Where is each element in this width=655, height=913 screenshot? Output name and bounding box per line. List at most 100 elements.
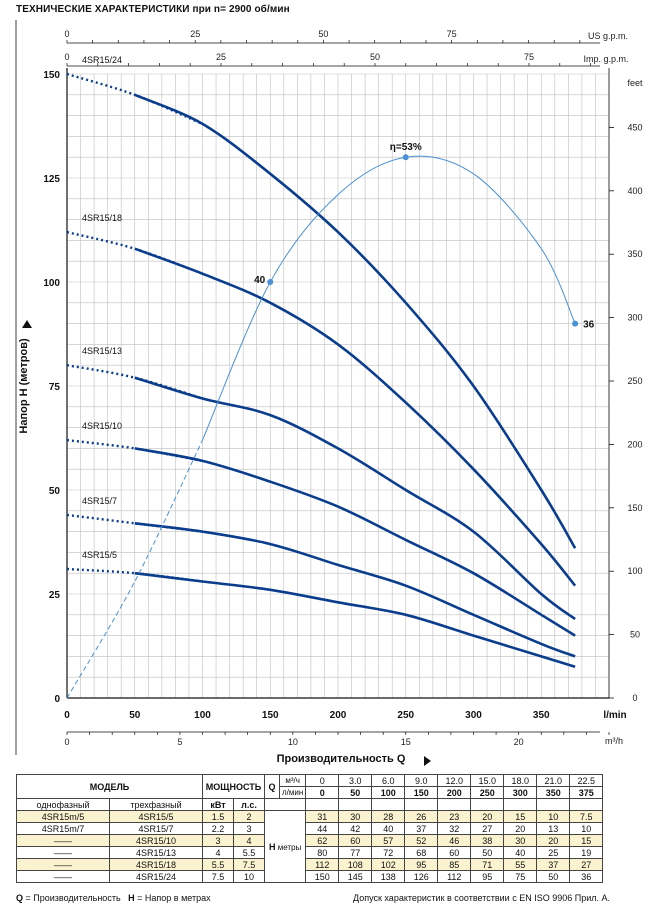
h-label: H xyxy=(269,841,276,852)
top-imp-tick-label: 0 xyxy=(64,52,69,62)
table-subheader-row: однофазный трехфазный кВт л.с. xyxy=(16,798,604,811)
series-layer xyxy=(66,72,577,669)
head-value-cell: 10 xyxy=(536,810,571,823)
right-axis-tick-label: 200 xyxy=(627,439,642,449)
flow-lmin-cell: 350 xyxy=(536,786,571,799)
head-value-cell: 55 xyxy=(503,858,538,871)
head-value-cell: 126 xyxy=(404,870,439,883)
blank-cell xyxy=(404,798,439,811)
power-kw: 1.5 xyxy=(202,810,234,823)
table-row: 4SR15m/5 4SR15/5 1.5 2 H метры 31 30 28 26 23 20 15… xyxy=(16,810,604,883)
flow-lmin-cell: 0 xyxy=(305,786,340,799)
three-phase-model: 4SR15/10 xyxy=(109,834,203,847)
head-value-cell: 19 xyxy=(569,846,604,859)
head-value-cell: 75 xyxy=(503,870,538,883)
head-value-cell: 68 xyxy=(404,846,439,859)
table-lmin-row: л/мин 0 50 100 150 200 250 300 350 375 xyxy=(17,786,604,799)
head-value-cell: 42 xyxy=(338,822,373,835)
head-value-cell: 112 xyxy=(305,858,340,871)
three-phase-model: 4SR15/5 xyxy=(109,810,203,823)
flow-lmin-cell: 250 xyxy=(470,786,505,799)
series-curve-dotted xyxy=(66,364,203,400)
head-value-cell: 57 xyxy=(371,834,406,847)
power-hp: 10 xyxy=(233,870,265,883)
right-axis-tick-label: 0 xyxy=(632,693,637,703)
blank-cell xyxy=(569,798,604,811)
x-tick-label: 200 xyxy=(330,710,347,721)
x-tick-label: 0 xyxy=(64,710,70,721)
head-value-cell: 150 xyxy=(305,870,340,883)
head-value-cell: 27 xyxy=(470,822,505,835)
head-value-cell: 52 xyxy=(404,834,439,847)
power-hp: 3 xyxy=(233,822,265,835)
table-row: —— 4SR15/24 7.5 10 150 145 138 126 112 95 75 50 36 xyxy=(16,870,604,883)
power-kw: 3 xyxy=(202,834,234,847)
blank-cell xyxy=(536,798,571,811)
head-value-cell: 36 xyxy=(569,870,604,883)
y-tick-label: 125 xyxy=(43,174,60,185)
y-axis-arrow xyxy=(22,320,32,328)
head-value-cell: 40 xyxy=(503,846,538,859)
efficiency-marker-label: 36 xyxy=(583,320,595,331)
series-label: 4SR15/10 xyxy=(82,421,122,431)
blank-cell xyxy=(305,798,340,811)
head-value-cell: 95 xyxy=(470,870,505,883)
head-value-cell: 15 xyxy=(569,834,604,847)
q-header: Q xyxy=(264,774,280,799)
top-us-tick-label: 50 xyxy=(318,29,328,39)
kw-header: кВт xyxy=(202,798,234,811)
bottom-m3h-tick-label: 0 xyxy=(64,737,69,747)
head-value-cell: 37 xyxy=(536,858,571,871)
right-axis-unit: feet xyxy=(627,78,643,88)
flow-lmin-cell: 375 xyxy=(569,786,604,799)
head-value-cell: 26 xyxy=(404,810,439,823)
flow-m3h-cell: 9.0 xyxy=(404,774,439,787)
table-row: —— 4SR15/10 3 4 62 60 57 52 46 38 30 20 15 xyxy=(16,834,604,847)
efficiency-marker-label: η=53% xyxy=(390,142,422,153)
labels-layer: 4SR15/24 4SR15/18 4SR15/13 4SR15/10 4SR15/7 4… xyxy=(82,55,122,560)
head-value-cell: 108 xyxy=(338,858,373,871)
flow-m3h-cell: 21.0 xyxy=(536,774,571,787)
flow-m3h-cell: 15.0 xyxy=(470,774,505,787)
x-tick-label: 50 xyxy=(129,710,141,721)
flow-lmin-cell: 50 xyxy=(338,786,373,799)
right-axis-tick-label: 350 xyxy=(627,249,642,259)
top-imp-tick-label: 25 xyxy=(216,52,226,62)
head-value-cell: 60 xyxy=(437,846,472,859)
series-label: 4SR15/24 xyxy=(82,55,122,65)
blank-cell xyxy=(263,798,307,811)
series-label: 4SR15/18 xyxy=(82,213,122,223)
head-value-cell: 7.5 xyxy=(569,810,604,823)
single-phase-model: —— xyxy=(16,846,110,859)
y-tick-label: 75 xyxy=(49,382,61,393)
power-hp: 5.5 xyxy=(233,846,265,859)
efficiency-curve xyxy=(202,155,576,441)
head-value-cell: 77 xyxy=(338,846,373,859)
head-value-cell: 38 xyxy=(470,834,505,847)
flow-lmin-cell: 200 xyxy=(437,786,472,799)
flow-m3h-cell: 22.5 xyxy=(569,774,604,787)
head-value-cell: 85 xyxy=(437,858,472,871)
x-axis-title: Производительность Q xyxy=(277,753,406,765)
series-label: 4SR15/7 xyxy=(82,496,117,506)
series-curve xyxy=(134,93,577,549)
power-hp: 4 xyxy=(233,834,265,847)
top-us-tick-label: 25 xyxy=(190,29,200,39)
top-imp-tick-label: 50 xyxy=(370,52,380,62)
lmin-unit: л/мин xyxy=(278,786,307,799)
right-axis-tick-label: 100 xyxy=(627,566,642,576)
series-curve xyxy=(134,447,576,637)
table-row: —— 4SR15/18 5.5 7.5 112 108 102 95 85 71 55 37 27 xyxy=(16,858,604,871)
head-value-cell: 20 xyxy=(503,822,538,835)
x-tick-label: 100 xyxy=(194,710,211,721)
top-us-tick-label: 75 xyxy=(447,29,457,39)
x-axis-arrow xyxy=(424,756,431,766)
three-phase-header: трехфазный xyxy=(109,798,203,811)
head-value-cell: 25 xyxy=(536,846,571,859)
head-value-cell: 44 xyxy=(305,822,340,835)
right-axis-tick-label: 150 xyxy=(627,503,642,513)
head-value-cell: 50 xyxy=(470,846,505,859)
head-value-cell: 50 xyxy=(536,870,571,883)
